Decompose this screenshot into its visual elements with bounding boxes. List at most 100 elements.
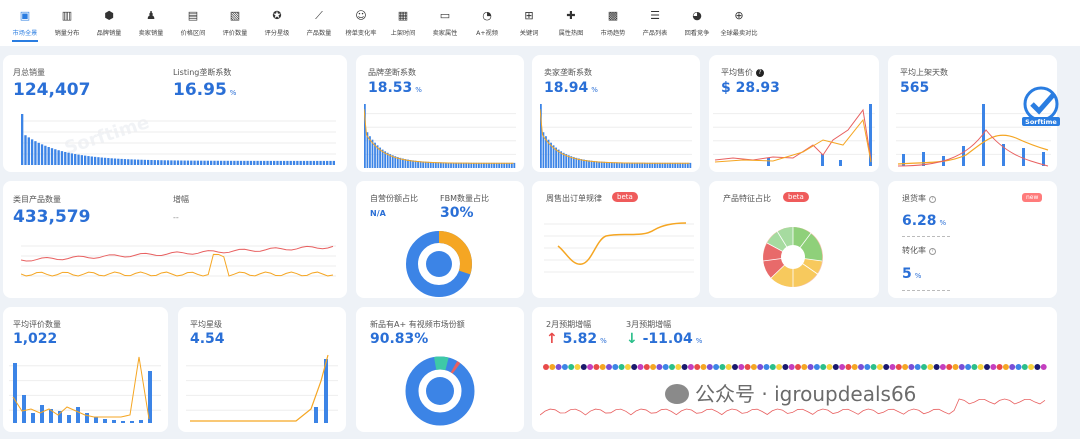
bar xyxy=(659,162,661,168)
forecast-marker xyxy=(845,364,852,370)
tab-pie[interactable]: ◔ A+视频 xyxy=(466,0,508,46)
forecast-marker xyxy=(568,364,575,370)
bar xyxy=(206,160,210,165)
card-brand-ratio: 品牌垄断系数 18.53% xyxy=(356,55,524,172)
trend-line xyxy=(714,108,872,161)
bar xyxy=(183,160,186,165)
bar xyxy=(292,160,296,165)
help-icon[interactable]: ? xyxy=(756,69,764,77)
bar xyxy=(646,162,649,168)
bar xyxy=(503,162,506,168)
bar xyxy=(256,160,259,165)
bar xyxy=(578,158,580,168)
card-feature-ratio: 产品特征占比 beta xyxy=(709,181,879,298)
bar xyxy=(821,154,824,166)
bar xyxy=(419,161,422,168)
bar xyxy=(567,155,570,168)
bar xyxy=(103,419,107,423)
bar xyxy=(623,162,626,168)
bar xyxy=(47,147,50,165)
bar xyxy=(314,407,318,423)
conversion-value: 5% xyxy=(902,266,922,282)
mar-growth-label: 3月预期增幅 xyxy=(626,320,672,329)
fbm-share-label: FBM数量占比 xyxy=(440,194,489,203)
bar xyxy=(186,160,190,165)
forecast-marker xyxy=(795,364,801,370)
tab-globe[interactable]: ⊕ 全球最卖对比 xyxy=(718,0,760,46)
forecast-marker xyxy=(637,364,644,370)
tab-puzzle[interactable]: ✚ 属性热图 xyxy=(550,0,592,46)
tab-trend[interactable]: ⟋ 产品数量 xyxy=(298,0,340,46)
bar xyxy=(552,145,555,168)
tab-chat[interactable]: ▩ 市场趋势 xyxy=(592,0,634,46)
bar xyxy=(87,156,90,165)
bar xyxy=(21,114,24,165)
bar xyxy=(562,152,565,168)
card-seller-ratio: 卖家垄断系数 18.94% xyxy=(532,55,700,172)
bar xyxy=(654,162,656,168)
forecast-marker xyxy=(738,364,745,370)
bar xyxy=(100,157,103,165)
forecast-marker xyxy=(1021,364,1028,370)
bar xyxy=(422,161,425,168)
trend-line xyxy=(897,134,1049,165)
card-avg-rating: 平均星级 4.54 xyxy=(178,307,346,432)
forecast-marker xyxy=(883,364,890,370)
forecast-marker xyxy=(618,364,625,370)
bar xyxy=(369,136,371,168)
bar xyxy=(396,157,399,168)
tab-list[interactable]: ☰ 产品列表 xyxy=(634,0,676,46)
bar xyxy=(684,162,687,168)
help-icon[interactable]: ? xyxy=(929,248,936,255)
tab-history[interactable]: ◕ 回看竞争 xyxy=(676,0,718,46)
bar xyxy=(322,160,326,165)
forecast-marker xyxy=(958,364,965,370)
card-aplus-share: 新品有A+ 有视频市场份额 90.83% xyxy=(356,307,524,432)
card-avg-reviews: 平均评价数量 1,022 xyxy=(3,307,168,432)
tab-label: 评价数量 xyxy=(222,30,248,37)
card-self-share: 自营份额占比 N/A FBM数量占比 30% xyxy=(356,181,524,298)
bar xyxy=(97,157,100,165)
forecast-marker xyxy=(763,364,770,370)
divider xyxy=(902,236,950,237)
forecast-marker xyxy=(700,364,707,370)
tab-label: 市场全景 xyxy=(12,30,38,37)
bar xyxy=(460,162,463,168)
bar xyxy=(44,145,47,165)
growth-label: 增幅 xyxy=(173,195,189,204)
tab-label: 榜单变化率 xyxy=(345,30,377,37)
bar xyxy=(638,162,641,168)
bar xyxy=(34,141,37,165)
forecast-marker xyxy=(694,364,701,370)
tab-dashboard[interactable]: ▣ 市场全景 xyxy=(4,0,46,46)
tab-brand[interactable]: ⬢ 品牌销量 xyxy=(88,0,130,46)
pie-icon: ◔ xyxy=(482,9,492,22)
tab-seller[interactable]: ♟ 卖家销量 xyxy=(130,0,172,46)
tab-smile[interactable]: ☺ 榜单变化率 xyxy=(340,0,382,46)
tab-calendar[interactable]: ▦ 上架时间 xyxy=(382,0,424,46)
tab-bar-chart[interactable]: ▥ 销量分布 xyxy=(46,0,88,46)
bar xyxy=(540,104,542,168)
bar xyxy=(480,162,483,168)
tab-keyword[interactable]: ⊞ 关键词 xyxy=(508,0,550,46)
aplus-donut-chart xyxy=(405,356,475,426)
avg-price-label: 平均售价? xyxy=(721,67,764,78)
tab-review[interactable]: ▧ 评价数量 xyxy=(214,0,256,46)
bar xyxy=(223,160,226,165)
bar xyxy=(166,160,170,165)
tab-store[interactable]: ▭ 卖家属性 xyxy=(424,0,466,46)
bar xyxy=(90,156,93,165)
forecast-marker xyxy=(996,364,1003,370)
beta-badge: beta xyxy=(783,192,809,202)
bar xyxy=(869,104,872,166)
forecast-marker xyxy=(839,364,846,370)
bar xyxy=(273,160,276,165)
tab-star[interactable]: ✪ 评分星级 xyxy=(256,0,298,46)
bar xyxy=(80,155,84,165)
forecast-marker xyxy=(914,364,921,370)
bar xyxy=(123,159,127,165)
tab-price[interactable]: ▤ 价格区间 xyxy=(172,0,214,46)
help-icon[interactable]: ? xyxy=(929,196,936,203)
listing-ratio-value: 16.95% xyxy=(173,80,237,100)
fbm-donut-chart xyxy=(406,231,472,297)
